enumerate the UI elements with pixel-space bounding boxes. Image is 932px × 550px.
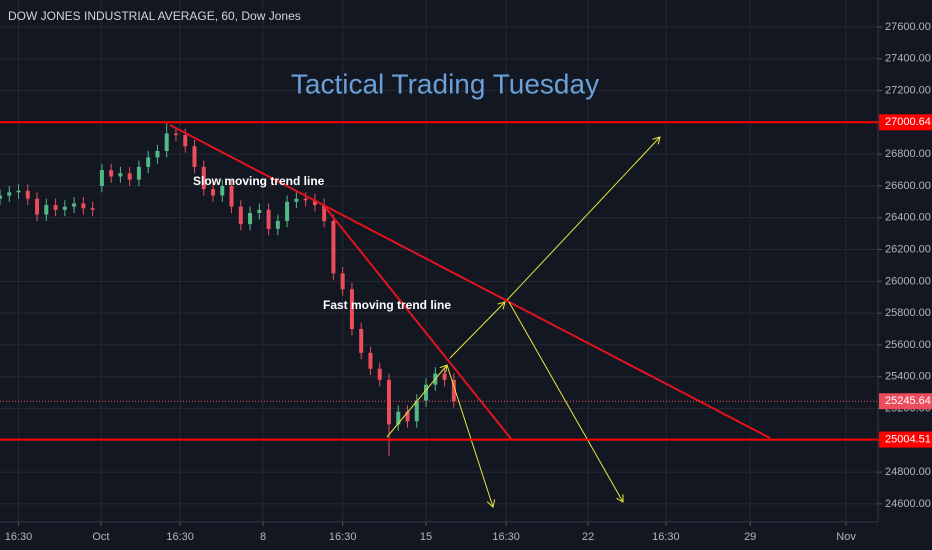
candle-body	[424, 384, 429, 401]
candle-body	[368, 352, 373, 369]
chart-title: Tactical Trading Tuesday	[291, 68, 599, 99]
last-price-box	[879, 393, 932, 410]
x-tick-label: 8	[260, 531, 266, 543]
candle-body	[414, 400, 419, 422]
candle-body	[331, 220, 336, 274]
x-tick-label: 15	[420, 531, 432, 543]
y-tick-label: 27200.00	[885, 85, 931, 97]
price-level-label: 27000.64	[885, 116, 931, 128]
candle-body	[155, 151, 160, 158]
x-tick-label: 22	[582, 531, 594, 543]
price-level-box	[879, 431, 932, 448]
slow-trend-line	[169, 124, 771, 439]
candle-body	[257, 209, 262, 213]
y-tick-label: 24600.00	[885, 498, 931, 510]
candle-body	[35, 198, 40, 215]
candle-body	[303, 198, 308, 201]
candle-body	[377, 368, 382, 380]
candle-body	[192, 146, 197, 167]
candle-body	[16, 190, 21, 193]
price-level-box	[879, 114, 932, 131]
candle-body	[211, 189, 216, 196]
candle-body	[201, 166, 206, 190]
grid	[0, 0, 878, 522]
arrow	[506, 137, 660, 301]
y-tick-label: 25600.00	[885, 339, 931, 351]
candle-body	[294, 198, 299, 202]
y-tick-label: 26000.00	[885, 275, 931, 287]
candle-body	[62, 206, 67, 210]
candle-body	[220, 185, 225, 196]
candle-body	[322, 205, 327, 221]
last-price-label: 25245.64	[885, 395, 931, 407]
candle-body	[109, 170, 114, 177]
arrow	[446, 364, 493, 507]
x-tick-label: 16:30	[5, 531, 33, 543]
x-tick-label: 16:30	[492, 531, 520, 543]
candle-body	[173, 133, 178, 136]
candle-body	[25, 190, 30, 199]
y-tick-label: 27400.00	[885, 53, 931, 65]
candle-body	[340, 273, 345, 290]
x-tick-label: Nov	[836, 531, 856, 543]
x-tick-label: 16:30	[652, 531, 680, 543]
candle-body	[405, 411, 410, 422]
x-tick-label: 29	[744, 531, 756, 543]
arrow	[508, 301, 623, 502]
annotation: Fast moving trend line	[323, 298, 451, 312]
candle-body	[146, 157, 151, 167]
candle-body	[164, 133, 169, 152]
candle-body	[451, 379, 456, 402]
x-tick-label: Oct	[92, 531, 109, 543]
candle-body	[7, 192, 12, 196]
x-tick-label: 16:30	[329, 531, 357, 543]
arrow	[449, 302, 505, 359]
candle-body	[127, 173, 132, 180]
candle-body	[275, 220, 280, 229]
y-tick-label: 25800.00	[885, 307, 931, 319]
candles	[0, 122, 456, 457]
x-tick-label: 16:30	[166, 531, 194, 543]
annotation: Slow moving trend line	[193, 174, 325, 188]
candle-body	[312, 200, 317, 206]
candle-body	[266, 209, 271, 229]
candle-body	[90, 208, 95, 210]
candle-body	[229, 185, 234, 207]
candle-body	[44, 205, 49, 215]
candle-body	[349, 289, 354, 330]
price-level-label: 25004.51	[885, 433, 931, 445]
y-tick-label: 26400.00	[885, 212, 931, 224]
candle-body	[183, 135, 188, 147]
candle-body	[81, 203, 86, 209]
y-tick-label: 24800.00	[885, 466, 931, 478]
candle-body	[0, 195, 2, 199]
candle-body	[386, 379, 391, 425]
y-tick-label: 26800.00	[885, 148, 931, 160]
candle-body	[396, 411, 401, 425]
y-tick-label: 26200.00	[885, 243, 931, 255]
candle-body	[442, 373, 447, 380]
candle-body	[53, 205, 58, 210]
y-tick-label: 25400.00	[885, 371, 931, 383]
candle-body	[72, 203, 77, 207]
candle-body	[118, 173, 123, 177]
candle-body	[136, 166, 141, 180]
y-tick-label: 26600.00	[885, 180, 931, 192]
candle-body	[285, 201, 290, 221]
symbol-header: DOW JONES INDUSTRIAL AVERAGE, 60, Dow Jo…	[8, 9, 301, 23]
candle-body	[359, 329, 364, 353]
y-tick-label: 27600.00	[885, 21, 931, 33]
candle-body	[99, 170, 104, 186]
candle-body	[238, 206, 243, 225]
candle-body	[248, 212, 253, 225]
